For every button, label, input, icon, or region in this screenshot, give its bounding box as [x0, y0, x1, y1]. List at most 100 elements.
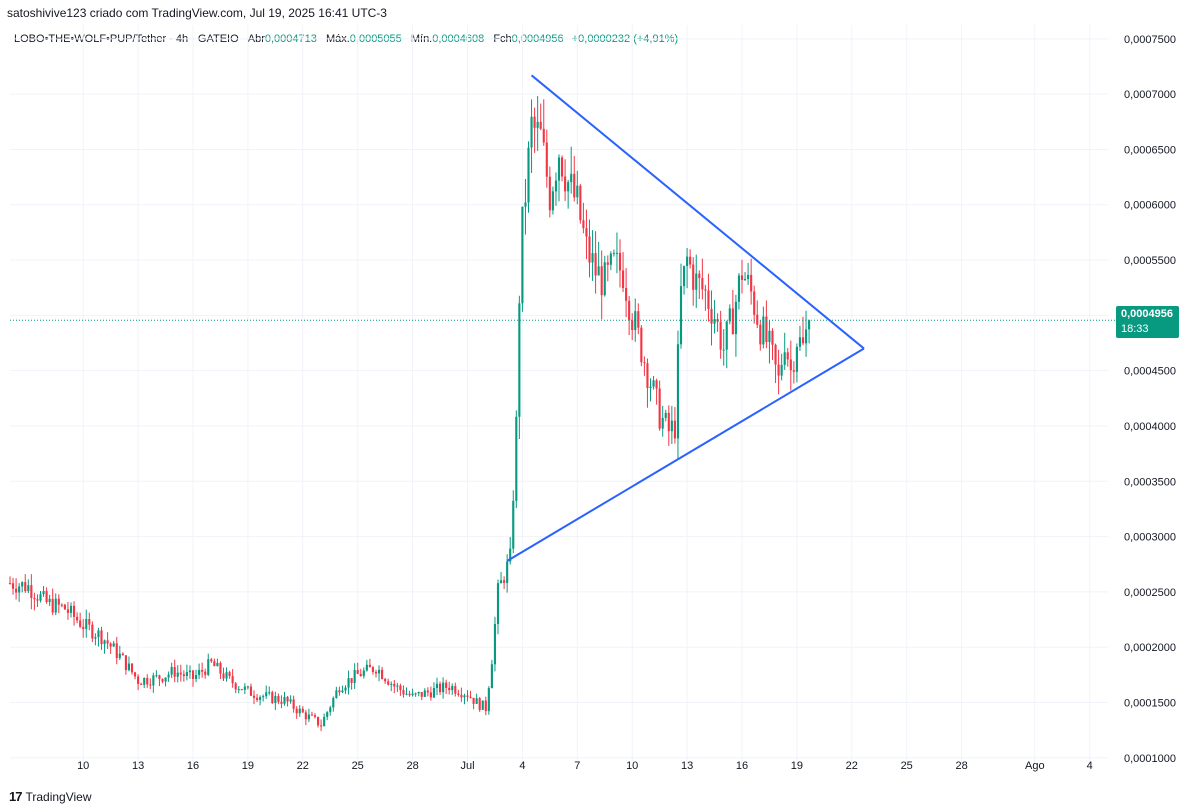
- candle-body: [557, 157, 561, 181]
- candle-body: [426, 690, 429, 693]
- y-tick-label: 0,0005500: [1124, 255, 1176, 267]
- candle-body: [231, 676, 234, 684]
- candle-body: [295, 708, 298, 714]
- candle-body: [313, 715, 317, 717]
- candle-body: [185, 672, 188, 676]
- candle-body: [564, 176, 567, 192]
- candle-body: [527, 147, 530, 203]
- candle-body: [387, 681, 390, 685]
- candle-body: [240, 689, 243, 691]
- x-tick-label: 13: [681, 760, 693, 772]
- candle-body: [106, 640, 109, 644]
- candle-body: [728, 308, 731, 322]
- candles: [8, 96, 811, 732]
- candle-body: [48, 598, 51, 603]
- candle-body: [786, 352, 789, 360]
- candle-body: [512, 500, 515, 549]
- candle-body: [542, 128, 545, 143]
- candle-body: [658, 388, 661, 429]
- candle-body: [320, 725, 323, 727]
- candle-body: [198, 669, 201, 676]
- candle-body: [222, 673, 225, 679]
- candle-body: [176, 672, 179, 677]
- candle-body: [362, 670, 365, 677]
- candle-body: [216, 662, 219, 667]
- candle-body: [161, 678, 164, 682]
- candle-body: [76, 616, 79, 621]
- candle-body: [588, 236, 591, 263]
- candle-body: [423, 690, 426, 697]
- candle-body: [246, 686, 249, 688]
- candle-body: [704, 289, 707, 291]
- candle-body: [747, 274, 750, 279]
- trendline-upper[interactable]: [530, 74, 865, 350]
- candle-body: [255, 697, 259, 700]
- candle-body: [298, 708, 301, 714]
- candle-body: [377, 669, 381, 674]
- candle-body: [777, 364, 780, 376]
- candle-body: [722, 349, 725, 351]
- candle-body: [695, 273, 698, 290]
- candle-body: [493, 623, 497, 665]
- candle-body: [509, 548, 512, 562]
- candle-body: [503, 580, 506, 583]
- candle-body: [442, 682, 445, 693]
- candle-body: [664, 412, 667, 418]
- candle-body: [682, 266, 686, 287]
- candle-body: [289, 699, 292, 702]
- grid-lines: [10, 25, 1108, 765]
- candle-body: [698, 273, 701, 279]
- x-tick-label: 28: [955, 760, 967, 772]
- candle-body: [42, 591, 45, 595]
- candle-body: [338, 690, 341, 693]
- x-tick-label: Ago: [1025, 760, 1045, 772]
- candle-body: [396, 685, 399, 687]
- candle-body: [435, 683, 439, 689]
- candle-body: [307, 714, 310, 720]
- candle-body: [804, 329, 808, 344]
- candle-body: [109, 643, 112, 647]
- candle-body: [545, 142, 548, 177]
- candle-body: [69, 605, 73, 613]
- x-tick-label: 25: [352, 760, 364, 772]
- candle-body: [429, 692, 432, 698]
- candle-body: [765, 316, 768, 343]
- candle-body: [725, 321, 728, 350]
- candle-body: [762, 316, 765, 345]
- y-tick-label: 0,0003000: [1124, 532, 1176, 544]
- candle-body: [130, 663, 134, 673]
- candle-body: [783, 352, 786, 365]
- candle-body: [57, 598, 60, 605]
- trendlines[interactable]: [10, 74, 1116, 562]
- y-tick-label: 0,0001500: [1124, 698, 1176, 710]
- candle-body: [143, 678, 146, 685]
- candle-body: [554, 180, 558, 192]
- candle-body: [188, 670, 192, 673]
- candle-body: [350, 678, 353, 683]
- candle-body: [771, 330, 774, 345]
- candle-body: [137, 676, 140, 684]
- candle-body: [24, 582, 27, 592]
- candle-body: [194, 675, 198, 679]
- candle-body: [759, 324, 762, 345]
- candle-body: [112, 643, 115, 647]
- candle-body: [164, 677, 167, 682]
- candle-body: [72, 605, 76, 617]
- x-tick-label: 4: [1087, 760, 1093, 772]
- candle-body: [402, 690, 405, 695]
- candle-body: [454, 686, 457, 694]
- candle-body: [740, 275, 744, 280]
- x-tick-label: 4: [519, 760, 525, 772]
- candle-body: [335, 690, 338, 698]
- candle-body: [85, 619, 88, 629]
- candle-body: [716, 319, 719, 322]
- candle-body: [94, 637, 97, 639]
- y-tick-label: 0,0007000: [1124, 89, 1176, 101]
- candle-body: [612, 252, 615, 254]
- tradingview-brand[interactable]: 17 TradingView: [9, 789, 92, 804]
- trendline-lower[interactable]: [506, 347, 865, 562]
- candle-body: [801, 337, 805, 344]
- candle-body: [347, 678, 350, 688]
- candle-body: [356, 670, 359, 674]
